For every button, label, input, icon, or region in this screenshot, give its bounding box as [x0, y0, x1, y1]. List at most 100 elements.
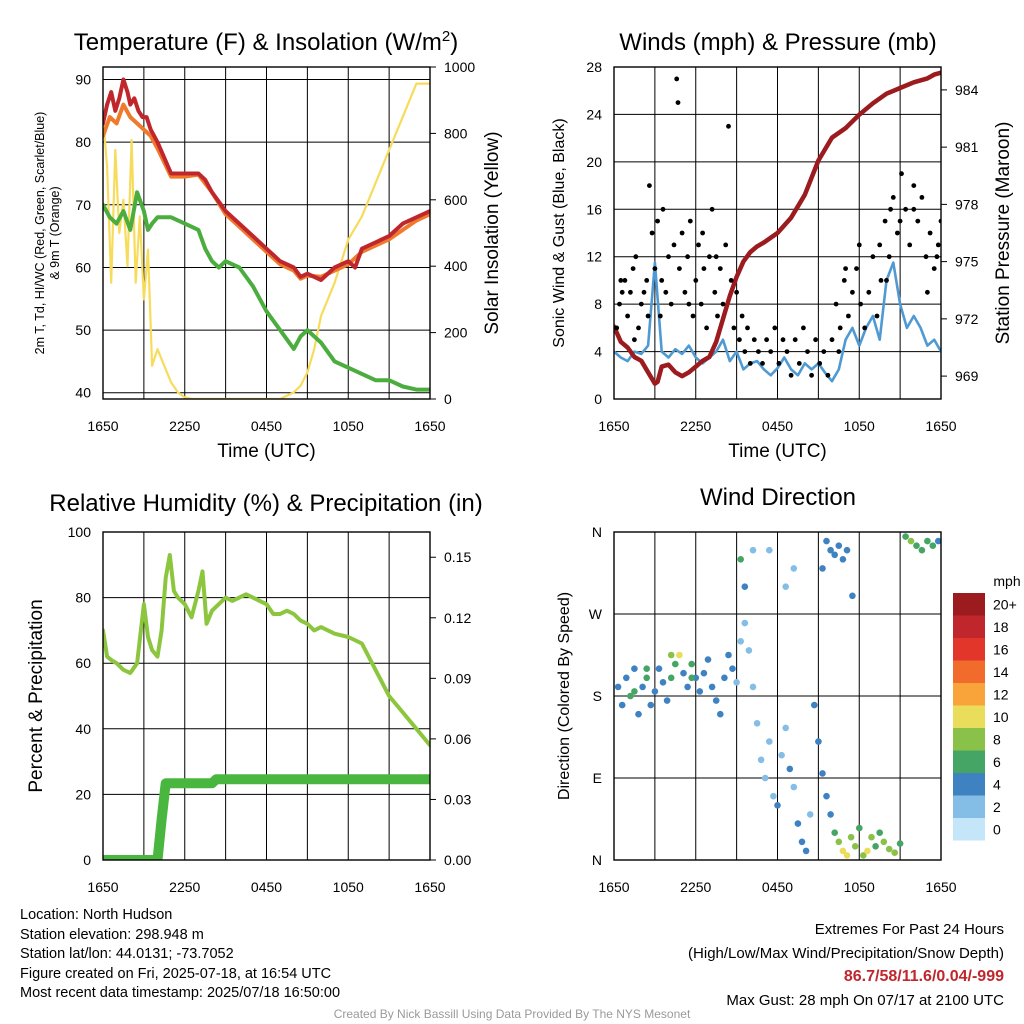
gust-point	[737, 337, 742, 343]
x-tick-label: 2250	[680, 418, 711, 434]
extremes-values: 86.7/58/11.6/0.04/-999	[843, 968, 1004, 985]
plot-frame	[613, 531, 942, 861]
direction-point	[774, 802, 781, 809]
speed-legend: mph 20+ 18 16 14 12 10 8 6 4 2 0	[953, 573, 1021, 841]
direction-point	[651, 688, 659, 695]
gust-point	[679, 230, 685, 236]
gust-point	[877, 242, 883, 248]
direction-point	[856, 824, 863, 832]
y-tick-label: 60	[75, 259, 91, 275]
legend-label: 20+	[993, 596, 1017, 612]
x-tick-label: 1650	[598, 418, 629, 434]
y-tick-label: 50	[75, 322, 91, 338]
gust-point	[856, 242, 862, 248]
gust-point	[858, 301, 863, 307]
gust-point	[632, 337, 637, 343]
gust-point	[890, 195, 896, 200]
chart-temperature: Temperature (F) & Insolation (W/m2) 1650 2…	[33, 28, 503, 462]
direction-point	[618, 701, 626, 709]
direction-point	[782, 724, 789, 732]
gust-point	[647, 183, 652, 189]
direction-point	[737, 556, 744, 563]
y-tick-label: 70	[75, 197, 91, 213]
series-line-td	[103, 190, 430, 392]
direction-point	[667, 674, 675, 682]
gust-point	[888, 206, 893, 212]
gust-point	[897, 218, 903, 224]
legend-label: 2	[993, 799, 1001, 815]
x-tick-label: 1650	[925, 418, 956, 434]
direction-point	[798, 838, 806, 846]
y-tick-label: 80	[75, 134, 91, 150]
gust-point	[739, 313, 745, 319]
gust-point	[745, 325, 750, 331]
legend-label: 8	[993, 731, 1001, 747]
direction-point	[741, 619, 749, 627]
direction-point	[623, 674, 630, 682]
station-location: Location: North Hudson	[20, 907, 173, 923]
gust-point	[666, 254, 671, 260]
direction-point	[902, 533, 909, 540]
y2-tick-label: 969	[955, 368, 979, 384]
direction-point	[761, 774, 769, 782]
x-tick-label: 0450	[251, 418, 282, 434]
y2-tick-label: 0.06	[444, 731, 471, 747]
gust-point	[796, 361, 802, 366]
gust-point	[655, 218, 660, 224]
series-line-precipitation	[103, 774, 430, 860]
chart-winds: Winds (mph) & Pressure (mb) 1650 2250 0450 1…	[551, 29, 1014, 462]
legend-swatch	[953, 728, 985, 751]
credit-line: Created By Nick Bassill Using Data Provi…	[333, 1007, 691, 1021]
gust-point	[686, 301, 692, 307]
y-tick-label: 60	[75, 655, 91, 671]
direction-point	[815, 738, 822, 745]
gust-point	[690, 313, 696, 319]
gust-point	[817, 361, 823, 366]
legend-label: 14	[993, 664, 1009, 680]
x-tick-label: 1650	[925, 879, 956, 895]
y2-tick-label: 0.12	[444, 610, 471, 626]
gust-point	[862, 325, 868, 331]
figure-created: Figure created on Fri, 2025-07-18, at 16…	[20, 965, 332, 982]
x-tick-label: 0450	[251, 879, 282, 895]
direction-point	[680, 669, 687, 677]
station-latlon: Station lat/lon: 44.0131; -73.7052	[20, 946, 234, 962]
direction-point	[778, 751, 785, 759]
gust-point	[813, 337, 818, 343]
y2-tick-label: 1000	[444, 59, 475, 75]
direction-point	[811, 701, 818, 709]
gust-point	[625, 313, 630, 319]
x-axis-label: Time (UTC)	[728, 441, 827, 462]
direction-point	[635, 710, 642, 718]
gust-point	[707, 254, 712, 260]
gust-point	[652, 266, 658, 271]
gust-point	[704, 325, 709, 331]
gust-point	[657, 313, 663, 319]
x-axis-label: Time (UTC)	[217, 441, 316, 462]
y2-tick-label: 0	[444, 391, 452, 407]
legend-label: 18	[993, 619, 1009, 635]
chart-title: Winds (mph) & Pressure (mb)	[619, 29, 936, 56]
direction-point	[749, 546, 757, 554]
gust-point	[931, 266, 937, 271]
y-tick-label: 40	[75, 385, 91, 401]
gust-point	[784, 349, 790, 354]
gust-point	[649, 230, 655, 236]
chart-title: Wind Direction	[700, 484, 856, 511]
gust-point	[700, 230, 705, 236]
legend-label: 12	[993, 686, 1009, 702]
gust-point	[886, 254, 892, 260]
y-tick-label: N	[592, 524, 602, 540]
y2-tick-label: 975	[955, 254, 979, 270]
direction-point	[647, 701, 655, 709]
x-tick-label: 1650	[87, 418, 118, 434]
station-info: Location: North Hudson Station elevation…	[20, 906, 340, 1004]
y-axis-label-line2: & 9m T (Orange)	[48, 186, 62, 279]
direction-point	[849, 592, 856, 600]
legend-title: mph	[993, 573, 1020, 589]
legend-swatch	[953, 750, 985, 773]
direction-point	[839, 847, 847, 855]
legend-swatch	[953, 795, 985, 818]
gust-point	[687, 218, 693, 224]
legend-label: 6	[993, 754, 1001, 770]
